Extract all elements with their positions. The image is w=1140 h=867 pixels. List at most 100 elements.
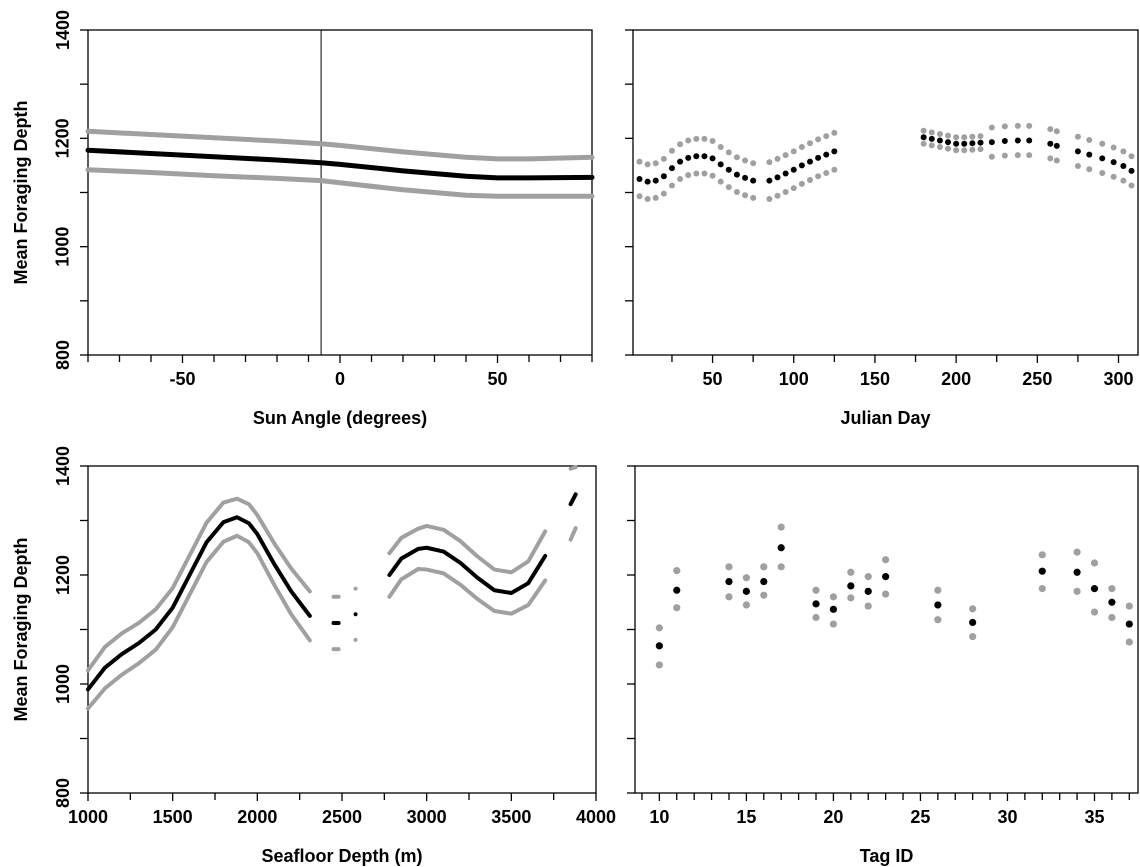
plot-frame — [632, 29, 1139, 356]
data-point — [725, 149, 732, 156]
data-point — [961, 147, 968, 154]
data-point — [847, 568, 855, 576]
data-point — [782, 188, 789, 195]
plot-frame — [634, 465, 1139, 794]
x-tick-label: 50 — [703, 369, 723, 389]
data-point — [1120, 162, 1127, 169]
x-axis-label: Julian Day — [840, 408, 930, 428]
data-point — [733, 171, 740, 178]
plot-frame — [87, 465, 597, 794]
data-point — [988, 153, 995, 160]
data-point — [774, 192, 781, 199]
series-line — [85, 128, 595, 162]
data-point — [882, 556, 890, 564]
data-point — [644, 161, 651, 168]
data-point — [864, 573, 872, 581]
y-tick-label: 1000 — [53, 664, 73, 704]
x-tick-label: 4000 — [576, 807, 616, 827]
y-axis-label: Mean Foraging Depth — [11, 538, 31, 722]
data-point — [636, 158, 643, 165]
data-point — [742, 157, 749, 164]
data-point — [823, 170, 830, 176]
data-point — [977, 139, 984, 146]
data-point — [693, 135, 700, 142]
data-point — [774, 155, 781, 162]
data-point — [812, 600, 820, 608]
x-tick-label: 200 — [941, 369, 971, 389]
y-tick-label: 1400 — [53, 446, 73, 486]
data-point — [1014, 152, 1021, 159]
y-tick-label: 1400 — [53, 10, 73, 50]
data-point — [774, 174, 781, 181]
data-point — [766, 196, 773, 202]
data-point — [660, 173, 667, 180]
data-point — [864, 602, 872, 610]
data-point — [847, 582, 855, 590]
data-point — [928, 129, 935, 136]
x-tick-label: 1000 — [68, 807, 108, 827]
data-point — [693, 170, 700, 177]
x-tick-label: 0 — [335, 369, 345, 389]
data-point — [777, 544, 785, 552]
data-point — [977, 146, 984, 153]
data-point — [1099, 155, 1106, 162]
data-point — [673, 604, 681, 612]
x-tick-label: 300 — [1103, 369, 1133, 389]
data-point — [936, 144, 943, 150]
data-point — [1047, 126, 1054, 133]
data-point — [750, 177, 757, 184]
data-point — [831, 129, 838, 136]
data-point — [815, 136, 822, 143]
data-point — [777, 563, 785, 571]
data-point — [782, 170, 789, 177]
data-point — [1038, 567, 1046, 575]
data-point — [1086, 166, 1093, 173]
data-point — [1073, 548, 1081, 556]
data-point — [677, 158, 684, 165]
x-tick-label: 150 — [860, 369, 890, 389]
data-point — [709, 172, 716, 179]
data-point — [988, 139, 995, 146]
data-point — [725, 593, 733, 601]
data-point — [953, 147, 960, 154]
data-point — [701, 170, 708, 177]
data-point — [733, 154, 740, 161]
x-tick-label: 15 — [736, 807, 756, 827]
data-point — [709, 138, 716, 145]
data-point — [1110, 173, 1117, 180]
data-point — [790, 148, 797, 155]
data-point — [798, 162, 805, 169]
data-point — [685, 137, 692, 144]
data-point — [1026, 137, 1033, 144]
data-point — [717, 144, 724, 150]
x-tick-label: 20 — [823, 807, 843, 827]
data-point — [693, 153, 700, 160]
y-tick-label: 1000 — [53, 227, 73, 267]
data-point — [969, 605, 977, 613]
data-point — [969, 146, 976, 153]
x-tick-label: 250 — [1022, 369, 1052, 389]
data-point — [864, 587, 872, 595]
data-point — [953, 134, 960, 141]
data-point — [1047, 155, 1054, 162]
data-point — [652, 160, 659, 167]
data-point — [920, 140, 927, 147]
data-point — [1120, 177, 1127, 184]
data-point — [920, 134, 927, 141]
data-point — [1001, 123, 1008, 130]
data-point — [636, 193, 643, 200]
data-point — [1099, 140, 1106, 147]
data-point — [652, 177, 659, 184]
data-point — [1014, 137, 1021, 144]
x-tick-label: 25 — [910, 807, 930, 827]
data-point — [823, 151, 830, 158]
data-point — [1108, 585, 1116, 593]
data-point — [1073, 587, 1081, 595]
data-point — [815, 154, 822, 161]
x-tick-label: 100 — [779, 369, 809, 389]
data-point — [677, 175, 684, 182]
data-point — [717, 161, 724, 168]
data-point — [847, 594, 855, 602]
data-point — [798, 144, 805, 150]
